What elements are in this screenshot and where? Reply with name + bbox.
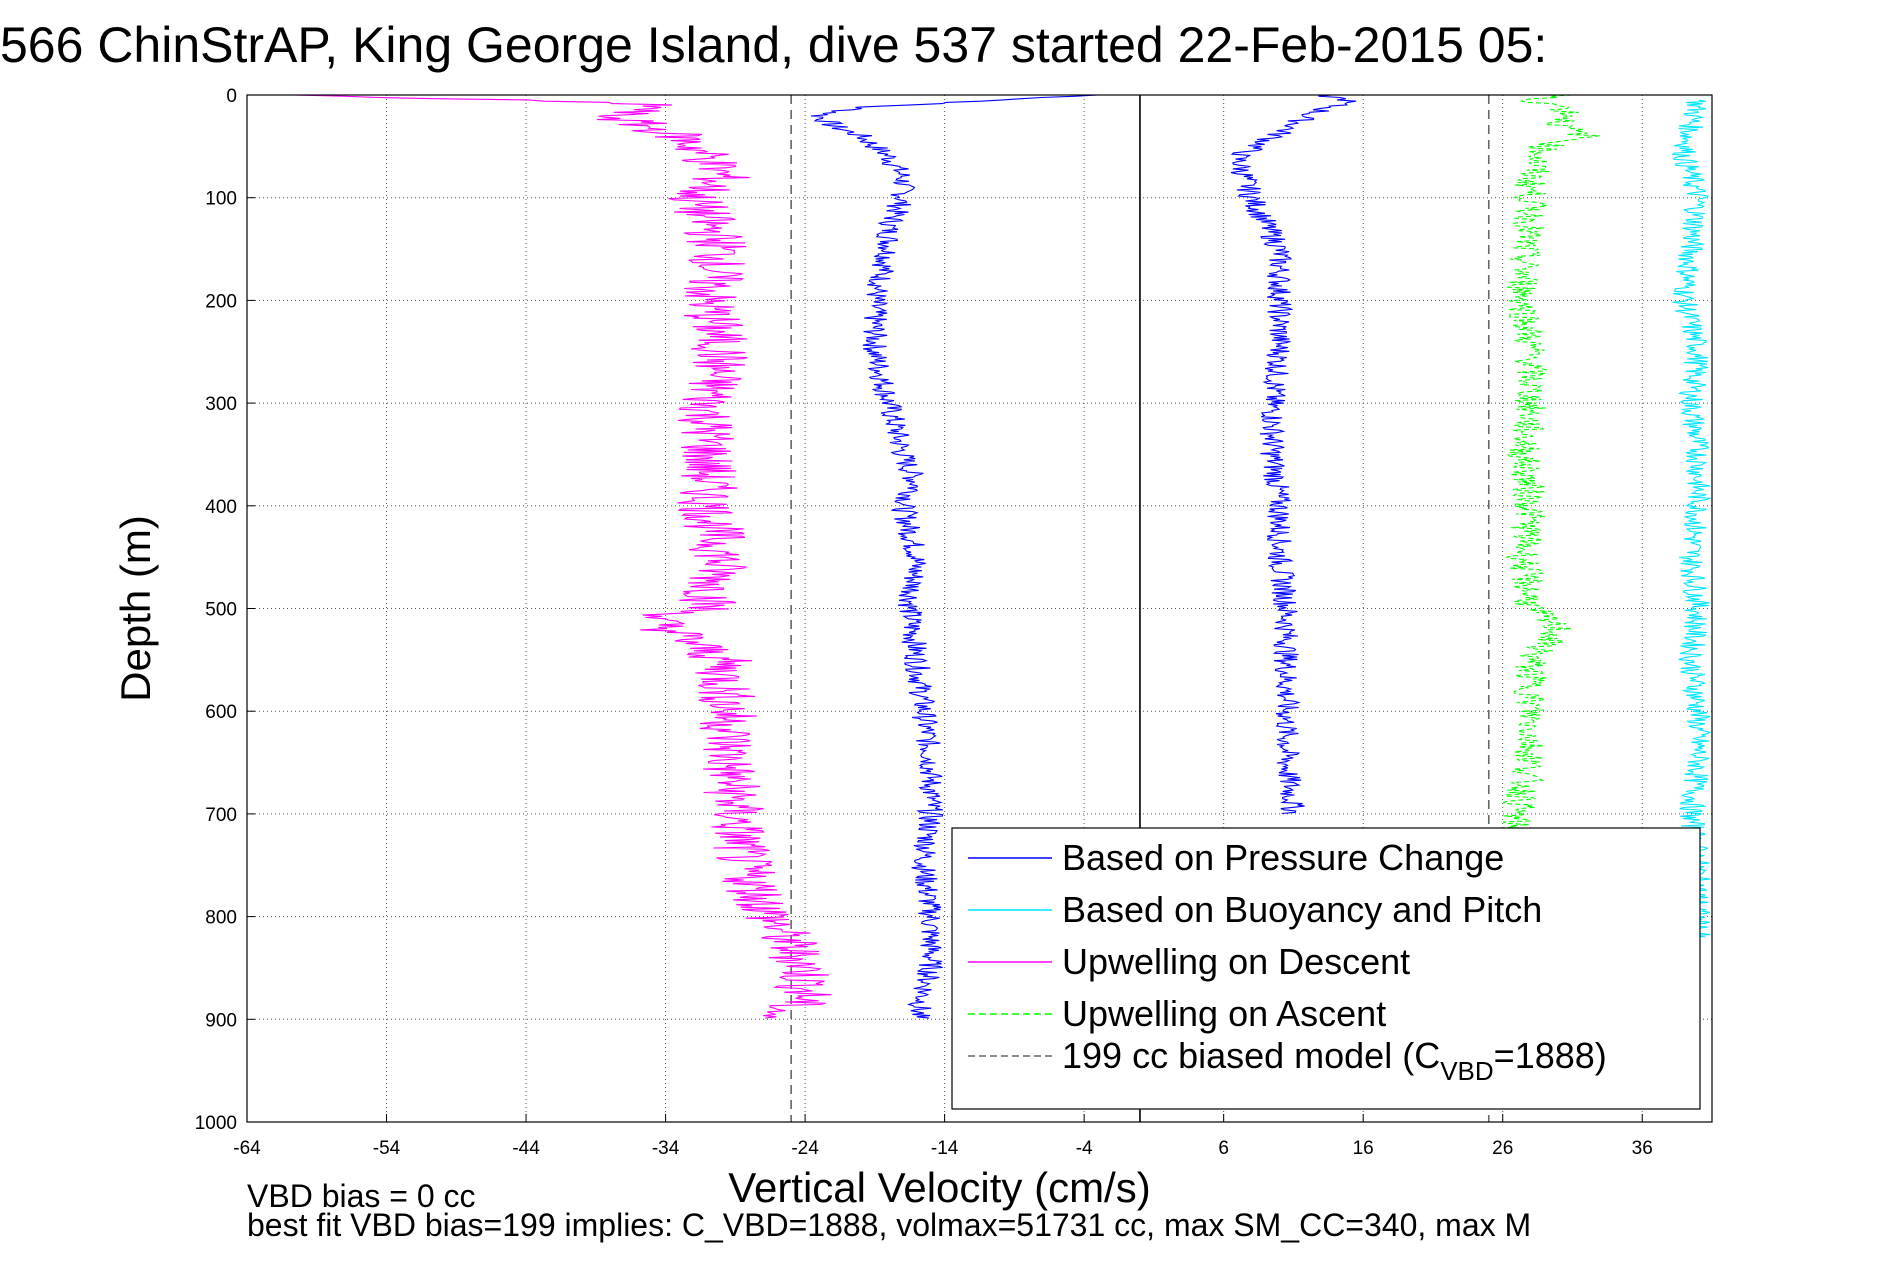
- legend-subscript: VBD: [1440, 1056, 1493, 1086]
- series-line-upwelling-on-descent: [293, 94, 832, 1019]
- x-tick-label: -44: [512, 1138, 540, 1159]
- legend: Based on Pressure Change Based on Buoyanc…: [951, 827, 1701, 1110]
- legend-label-text: Based on Pressure Change: [1062, 837, 1504, 878]
- legend-label-5: 199 cc biased model (CVBD=1888): [1062, 1035, 1607, 1086]
- legend-label-text: 199 cc biased model (C: [1062, 1035, 1440, 1076]
- x-tick-label: -14: [931, 1138, 959, 1159]
- series-line-based-on-pressure-change: [810, 94, 1098, 1019]
- y-tick-label: 600: [205, 702, 237, 723]
- x-axis-label: Vertical Velocity (cm/s): [728, 1164, 1150, 1211]
- x-tick-label: 26: [1492, 1138, 1513, 1159]
- x-tick-label: -34: [652, 1138, 680, 1159]
- x-tick-label: -64: [233, 1138, 261, 1159]
- y-tick-label: 1000: [195, 1113, 237, 1134]
- x-tick-label: 6: [1218, 1138, 1229, 1159]
- y-tick-label: 100: [205, 189, 237, 210]
- x-axis-ticks: -64 -54 -44 -34 -24 -14 -4 6 16 26 36: [233, 1114, 1653, 1159]
- y-tick-label: 500: [205, 600, 237, 621]
- x-tick-label: 36: [1632, 1138, 1653, 1159]
- legend-box: [951, 827, 1701, 1110]
- y-tick-label: 0: [226, 86, 237, 107]
- legend-label-text: Based on Buoyancy and Pitch: [1062, 889, 1542, 930]
- y-tick-label: 700: [205, 805, 237, 826]
- y-tick-label: 400: [205, 497, 237, 518]
- legend-label-text: Upwelling on Ascent: [1062, 993, 1386, 1034]
- y-axis-ticks: 0 100 200 300 400 500 600 700 800 900 1000: [195, 86, 255, 1134]
- legend-suffix: =1888): [1494, 1035, 1607, 1076]
- y-tick-label: 200: [205, 291, 237, 312]
- legend-label-2: Based on Buoyancy and Pitch: [1062, 889, 1542, 930]
- series-group: [293, 94, 1712, 1019]
- x-tick-label: 16: [1353, 1138, 1374, 1159]
- x-tick-label: -24: [791, 1138, 819, 1159]
- x-tick-label: -54: [373, 1138, 401, 1159]
- y-axis-label: Depth (m): [112, 515, 159, 702]
- series-line-upwelling-on-ascent: [1496, 94, 1600, 834]
- footer-line-2: best fit VBD bias=199 implies: C_VBD=188…: [247, 1207, 1531, 1243]
- series-line-based-on-pressure-change: [1230, 94, 1357, 815]
- x-tick-label: -4: [1076, 1138, 1093, 1159]
- chart-title: 566 ChinStrAP, King George Island, dive …: [0, 17, 1547, 73]
- y-tick-label: 800: [205, 908, 237, 929]
- legend-label-3: Upwelling on Descent: [1062, 941, 1410, 982]
- y-tick-label: 900: [205, 1010, 237, 1031]
- footer-line-1: VBD bias = 0 cc: [247, 1178, 476, 1214]
- series-line-based-on-buoyancy-and-pitch: [1671, 99, 1712, 938]
- legend-label-4: Upwelling on Ascent: [1062, 993, 1386, 1034]
- legend-label-1: Based on Pressure Change: [1062, 837, 1504, 878]
- legend-label-text: Upwelling on Descent: [1062, 941, 1410, 982]
- y-tick-label: 300: [205, 394, 237, 415]
